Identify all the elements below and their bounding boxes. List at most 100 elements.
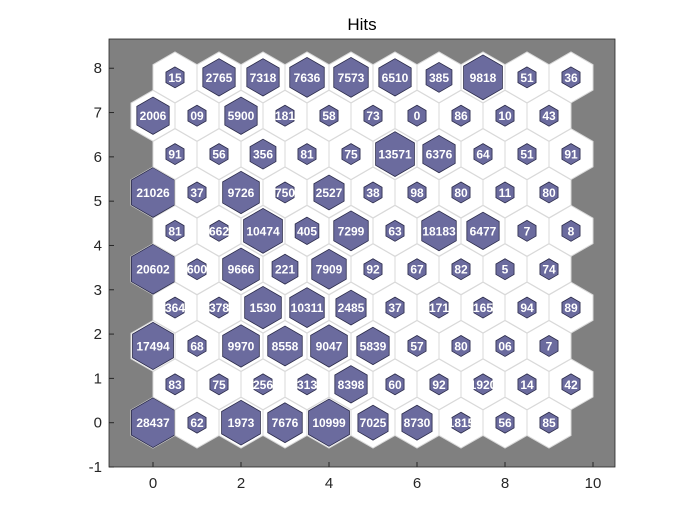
hit-hexagon — [244, 285, 282, 330]
hit-hexagon — [165, 66, 185, 89]
hit-count-label: 15 — [168, 71, 182, 85]
hit-count-label: 662 — [209, 224, 229, 238]
hit-hexagon — [289, 287, 325, 328]
hit-count-label: 9818 — [470, 71, 497, 85]
hit-hexagon — [561, 296, 581, 319]
hit-hexagon — [333, 56, 369, 98]
hit-count-label: 378 — [209, 301, 229, 315]
hit-hexagon — [422, 134, 456, 174]
x-tick-label: 2 — [237, 475, 245, 492]
y-axis: -1 0 1 2 3 4 5 6 7 8 — [89, 60, 114, 476]
hit-count-label: 37 — [190, 186, 204, 200]
hit-hexagon — [267, 402, 303, 444]
hit-hexagon — [495, 104, 515, 127]
hit-count-label: 7299 — [338, 224, 365, 238]
hit-count-label: 5 — [502, 263, 509, 277]
hit-hexagon — [517, 66, 537, 89]
hit-hexagon — [341, 143, 361, 166]
hit-count-label: 89 — [564, 301, 578, 315]
hit-count-label: 165 — [473, 301, 493, 315]
hit-count-label: 385 — [429, 71, 449, 85]
hit-hexagon — [222, 324, 260, 368]
hit-hexagon — [539, 181, 559, 204]
hit-count-label: 13571 — [378, 148, 412, 162]
hit-hexagon — [451, 411, 471, 434]
hit-count-label: 80 — [542, 186, 556, 200]
hit-count-label: 7025 — [360, 416, 387, 430]
hit-hexagon — [202, 58, 236, 97]
hit-hexagon — [222, 247, 260, 291]
hit-hexagon — [451, 104, 471, 127]
hit-hexagon — [517, 143, 537, 166]
hit-count-label: 75 — [344, 148, 358, 162]
hit-hexagon — [222, 170, 260, 215]
hit-count-label: 8730 — [404, 416, 431, 430]
hit-count-label: 63 — [388, 224, 402, 238]
hit-count-label: 8558 — [272, 339, 299, 353]
hit-hexagon — [308, 398, 350, 447]
hit-hexagon — [539, 258, 559, 281]
hit-count-label: 600 — [187, 263, 207, 277]
hit-count-label: 91 — [564, 148, 578, 162]
hit-count-label: 43 — [542, 109, 556, 123]
y-tick-label: 5 — [94, 193, 102, 210]
hit-count-label: 56 — [212, 148, 226, 162]
hit-count-label: 181 — [275, 109, 295, 123]
hit-count-label: 17494 — [136, 339, 170, 353]
hit-hexagon — [407, 181, 427, 204]
hit-hexagon — [495, 335, 515, 357]
hit-count-label: 7676 — [272, 416, 299, 430]
y-tick-label: 0 — [94, 415, 102, 432]
hit-hexagon — [267, 325, 303, 367]
hit-count-label: 405 — [297, 224, 317, 238]
hit-count-label: 09 — [190, 109, 204, 123]
chart-title: Hits — [347, 15, 376, 34]
hit-count-label: 9970 — [228, 339, 255, 353]
hit-count-label: 11 — [499, 186, 512, 200]
hit-count-label: 60 — [388, 378, 402, 392]
hit-count-label: 6477 — [470, 224, 497, 238]
hit-hexagon — [136, 96, 170, 135]
hit-count-label: 06 — [498, 339, 512, 353]
hit-count-label: 171 — [429, 301, 449, 315]
hit-hexagon — [165, 296, 185, 319]
hit-count-label: 1530 — [250, 301, 277, 315]
x-tick-label: 6 — [413, 475, 421, 492]
hit-hexagon — [209, 296, 229, 319]
hit-hexagon — [297, 143, 317, 166]
hit-hexagon — [407, 258, 427, 281]
hit-count-label: 73 — [366, 109, 380, 123]
hit-count-label: 80 — [454, 339, 468, 353]
hit-hexagon — [539, 104, 559, 127]
hit-hexagon — [463, 54, 503, 101]
hit-count-label: 74 — [542, 263, 556, 277]
hit-count-label: 38 — [366, 186, 380, 200]
x-axis: 0 2 4 6 8 10 — [149, 462, 602, 492]
hit-hexagon — [473, 143, 493, 166]
hit-count-label: 58 — [322, 109, 336, 123]
hit-count-label: 98 — [410, 186, 424, 200]
hit-hexagon — [517, 219, 537, 242]
hit-count-label: 1920 — [470, 378, 497, 392]
hit-count-label: 8 — [568, 224, 575, 238]
hit-hexagon — [561, 219, 581, 242]
x-tick-label: 10 — [585, 475, 602, 492]
hit-count-label: 67 — [410, 263, 424, 277]
y-tick-label: 7 — [94, 105, 102, 122]
hit-count-label: 51 — [520, 71, 534, 85]
hit-hexagon — [275, 181, 295, 204]
hit-count-label: 80 — [454, 186, 468, 200]
hit-hexagon — [333, 210, 369, 252]
hit-hexagon — [385, 373, 405, 396]
y-tick-label: 2 — [94, 326, 102, 343]
hit-hexagon — [356, 326, 390, 366]
hit-count-label: 68 — [190, 339, 204, 353]
hit-hexagon — [187, 411, 207, 434]
hit-hexagon — [451, 181, 471, 204]
hit-count-label: 21026 — [136, 186, 170, 200]
hit-count-label: 221 — [275, 263, 295, 277]
hit-count-label: 2765 — [206, 71, 233, 85]
hit-hexagon — [311, 248, 347, 290]
